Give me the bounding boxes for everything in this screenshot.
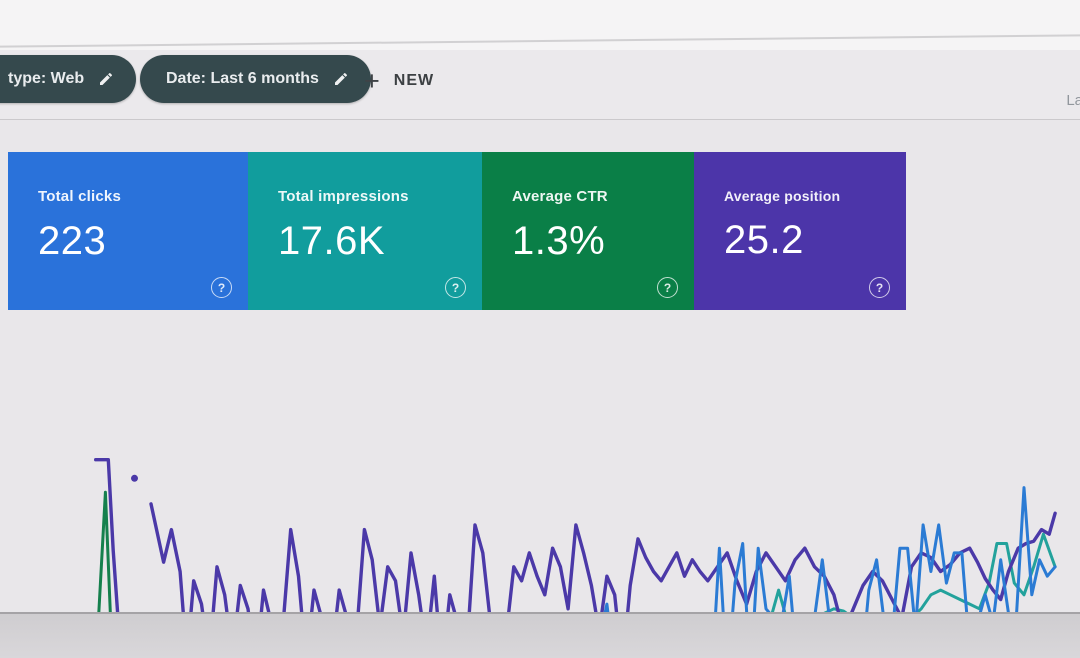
filter-chip-search-type-label: type: Web bbox=[8, 70, 85, 87]
metric-card-average-position[interactable]: Average position 25.2 ? bbox=[694, 152, 906, 310]
metric-card-average-ctr[interactable]: Average CTR 1.3% ? bbox=[482, 152, 694, 310]
metric-card-value: 223 bbox=[38, 219, 107, 263]
help-icon[interactable]: ? bbox=[869, 277, 890, 298]
plus-icon: + bbox=[364, 66, 380, 96]
help-icon[interactable]: ? bbox=[657, 277, 678, 298]
new-filter-button[interactable]: + NEW bbox=[364, 64, 434, 98]
top-bezel bbox=[0, 0, 1080, 50]
metric-card-label: Total clicks bbox=[38, 188, 121, 205]
filter-bar: type: Web Date: Last 6 months + NEW La bbox=[0, 50, 1080, 120]
last-updated-text-partial: La bbox=[1066, 92, 1080, 109]
pencil-icon[interactable] bbox=[98, 71, 114, 87]
metric-card-total-impressions[interactable]: Total impressions 17.6K ? bbox=[248, 152, 482, 310]
pencil-icon[interactable] bbox=[333, 71, 349, 87]
metric-card-total-clicks[interactable]: Total clicks 223 ? bbox=[8, 152, 248, 310]
series-position bbox=[93, 457, 120, 620]
help-icon[interactable]: ? bbox=[445, 277, 466, 298]
metric-card-label: Total impressions bbox=[278, 188, 409, 205]
metric-card-value: 25.2 bbox=[724, 218, 804, 262]
metric-cards-row: Total clicks 223 ? Total impressions 17.… bbox=[8, 152, 906, 310]
bottom-strip bbox=[0, 612, 1080, 658]
metric-card-value: 1.3% bbox=[512, 219, 606, 263]
new-filter-label: NEW bbox=[393, 72, 435, 89]
filter-chip-date[interactable]: Date: Last 6 months bbox=[140, 55, 371, 103]
metric-card-label: Average position bbox=[724, 188, 841, 204]
help-icon[interactable]: ? bbox=[211, 277, 232, 298]
series-position-point bbox=[131, 474, 138, 482]
metric-card-value: 17.6K bbox=[278, 219, 386, 263]
metric-card-label: Average CTR bbox=[512, 188, 608, 205]
filter-chip-date-label: Date: Last 6 months bbox=[166, 70, 319, 87]
filter-chip-search-type[interactable]: type: Web bbox=[0, 55, 137, 103]
